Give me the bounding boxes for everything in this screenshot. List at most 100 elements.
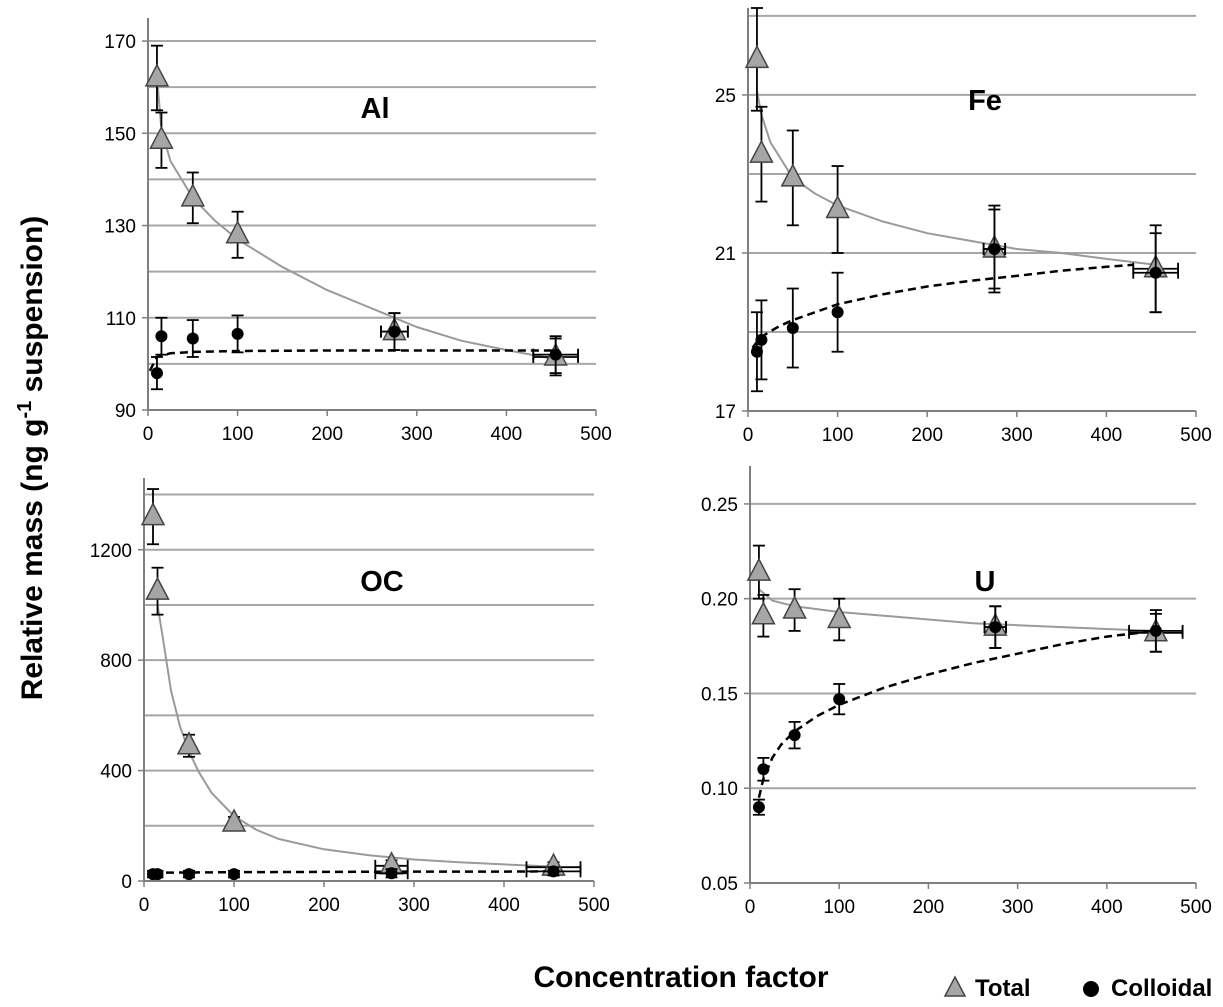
x-tick-label: 300 (398, 895, 430, 916)
y-tick-label: 0.10 (701, 779, 738, 800)
data-point-colloidal (385, 867, 398, 880)
fit-curve-total (756, 90, 1156, 266)
x-tick-label: 200 (308, 895, 340, 916)
x-tick-label: 0 (745, 897, 756, 918)
data-point-colloidal (151, 868, 164, 881)
y-tick-label: 0.15 (701, 684, 738, 705)
data-point-total (149, 125, 174, 149)
y-tick-label: 0.20 (701, 590, 738, 611)
y-tick-label: 0 (121, 872, 132, 893)
data-point-total (180, 183, 206, 207)
data-point-colloidal (750, 345, 763, 358)
data-point-colloidal (752, 801, 765, 814)
x-tick-label: 400 (491, 424, 523, 445)
data-point-total (221, 808, 247, 832)
data-point-colloidal (831, 306, 844, 319)
fit-curve-total (156, 604, 554, 868)
data-point-total (749, 139, 774, 163)
x-tick-label: 500 (1180, 897, 1212, 918)
data-point-total (746, 557, 772, 581)
legend-total-label: Total (975, 975, 1031, 1002)
y-axis-label-tail: suspension) (16, 216, 49, 401)
data-point-colloidal (788, 729, 801, 742)
data-point-total (825, 194, 850, 219)
x-tick-label: 200 (311, 424, 343, 445)
y-tick-label: 170 (104, 32, 136, 53)
x-tick-label: 500 (580, 424, 612, 445)
legend-total-marker (943, 975, 967, 997)
x-tick-label: 500 (578, 895, 610, 916)
x-tick-label: 300 (1002, 897, 1034, 918)
data-point-total (782, 595, 807, 619)
data-point-colloidal (388, 325, 401, 338)
x-tick-label: 200 (913, 897, 945, 918)
data-point-colloidal (1149, 624, 1162, 637)
data-point-total (140, 502, 166, 526)
data-point-colloidal (786, 322, 799, 335)
y-tick-label: 150 (104, 124, 136, 145)
panel-title-oc: OC (360, 566, 404, 598)
x-tick-label: 500 (1180, 425, 1212, 446)
data-point-colloidal (989, 621, 1002, 634)
x-tick-label: 200 (911, 425, 943, 446)
x-tick-label: 100 (823, 897, 855, 918)
data-point-total (744, 44, 770, 69)
x-tick-label: 0 (743, 425, 754, 446)
y-tick-label: 130 (104, 217, 136, 238)
legend: Total Colloidal (943, 975, 1212, 1002)
fit-curve-colloidal (152, 870, 554, 874)
data-point-colloidal (183, 868, 195, 881)
x-tick-label: 300 (1001, 425, 1033, 446)
x-tick-label: 0 (139, 895, 150, 916)
data-point-colloidal (231, 327, 244, 340)
fit-curve-colloidal (757, 629, 1157, 798)
x-tick-label: 100 (822, 425, 854, 446)
fit-curve-colloidal (751, 263, 1134, 349)
data-point-total (780, 163, 806, 187)
y-tick-label: 17 (715, 402, 736, 423)
legend-colloidal-marker (1083, 981, 1099, 997)
data-point-total (144, 63, 170, 87)
data-point-colloidal (547, 865, 560, 878)
data-point-colloidal (186, 332, 199, 345)
x-tick-label: 300 (401, 424, 433, 445)
data-point-colloidal (988, 243, 1001, 256)
x-tick-label: 400 (1091, 897, 1123, 918)
y-tick-label: 0.05 (701, 874, 738, 895)
panel-title-al: Al (361, 93, 390, 125)
y-tick-label: 90 (115, 401, 136, 422)
x-axis-label: Concentration factor (533, 961, 828, 994)
data-point-colloidal (833, 693, 846, 706)
fit-curve-total (758, 588, 1156, 632)
y-axis-label: Relative mass (ng g-1 suspension) (14, 216, 49, 701)
y-axis-label-main: Relative mass (ng g (16, 419, 49, 701)
fit-curve-total (156, 77, 556, 361)
data-point-colloidal (150, 367, 163, 380)
data-point-total (751, 601, 776, 625)
panel-oc: 0 400 800 1200 0 100 200 300 400 500 OC (90, 478, 610, 916)
data-point-colloidal (155, 330, 168, 343)
x-tick-label: 0 (143, 424, 154, 445)
panel-title-fe: Fe (968, 85, 1002, 117)
panel-u: 0.05 0.10 0.15 0.20 0.25 0 100 200 300 400 500 U (701, 466, 1212, 918)
x-tick-label: 100 (218, 895, 250, 916)
y-tick-label: 25 (715, 86, 736, 107)
data-point-total (176, 731, 202, 755)
y-tick-label: 21 (715, 244, 736, 265)
y-tick-label: 800 (100, 651, 132, 672)
y-axis-label-superscript: -1 (14, 401, 36, 419)
fit-curve-colloidal (148, 349, 556, 372)
data-point-colloidal (1149, 266, 1162, 279)
data-point-total (826, 604, 852, 629)
x-tick-label: 400 (488, 895, 520, 916)
data-point-colloidal (755, 333, 768, 346)
y-tick-label: 0.25 (701, 495, 738, 516)
data-point-colloidal (228, 868, 240, 881)
x-tick-label: 100 (222, 424, 254, 445)
data-point-colloidal (757, 763, 770, 776)
y-tick-label: 400 (100, 762, 132, 783)
panel-title-u: U (975, 566, 996, 598)
panel-fe: 17 21 25 0 100 200 300 400 500 Fe (715, 7, 1212, 446)
